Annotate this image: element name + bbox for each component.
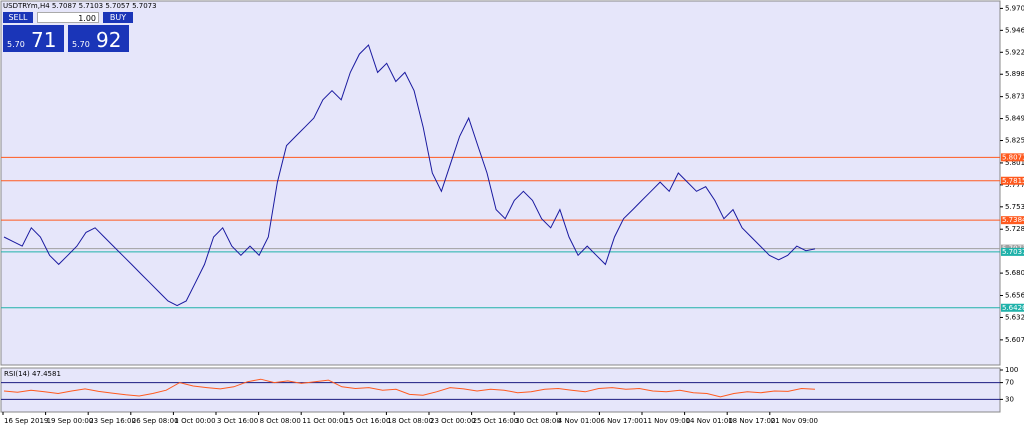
price-line <box>3 44 816 307</box>
level-tag <box>1001 176 1024 185</box>
x-tick-label: 18 Oct 08:00 <box>387 417 433 425</box>
x-tick-label: 23 Oct 00:00 <box>430 417 476 425</box>
x-tick-label: 21 Nov 09:00 <box>771 417 818 425</box>
x-tick-label: 6 Nov 17:00 <box>600 417 643 425</box>
y-tick-label: 5.7770 <box>1005 181 1024 189</box>
y-tick-label: 5.7530 <box>1005 203 1024 211</box>
level-label: 5.8071 <box>1002 153 1024 161</box>
price-line <box>3 378 816 398</box>
y-tick-label: 5.8010 <box>1005 159 1024 167</box>
y-tick-label: 5.9220 <box>1005 48 1024 56</box>
level-label: 5.7037 <box>1002 248 1024 256</box>
sell-label[interactable]: SELL <box>3 12 33 23</box>
x-tick-label: 3 Oct 16:00 <box>217 417 258 425</box>
y-tick-label: 5.8980 <box>1005 70 1024 78</box>
level-tag <box>1001 247 1024 256</box>
level-tag <box>1001 303 1024 312</box>
x-tick-label: 18 Nov 17:00 <box>728 417 775 425</box>
y-tick-label: 100 <box>1005 366 1018 374</box>
buy-button[interactable]: 5.70 92 <box>68 25 129 52</box>
buy-label[interactable]: BUY <box>103 12 133 23</box>
x-tick-label: 1 Oct 00:00 <box>174 417 215 425</box>
x-tick-label: 30 Oct 08:00 <box>515 417 561 425</box>
rsi-title: RSI(14) 47.4581 <box>4 370 61 378</box>
y-tick-label: 5.9700 <box>1005 4 1024 12</box>
x-tick-label: 26 Sep 08:00 <box>132 417 179 425</box>
buy-price-big: 92 <box>96 28 122 52</box>
buy-price-small: 5.70 <box>72 40 90 49</box>
sell-button[interactable]: 5.70 71 <box>3 25 64 52</box>
x-tick-label: 16 Sep 2019 <box>4 417 48 425</box>
x-tick-label: 4 Nov 01:00 <box>558 417 601 425</box>
symbol-info: USDTRYm,H4 5.7087 5.7103 5.7057 5.7073 <box>3 2 157 10</box>
x-tick-label: 15 Oct 16:00 <box>345 417 391 425</box>
sell-price-big: 71 <box>31 28 57 52</box>
lot-input[interactable]: 1.00 <box>37 12 99 23</box>
level-label: 5.6426 <box>1002 304 1024 312</box>
x-tick-label: 14 Nov 01:00 <box>686 417 733 425</box>
x-tick-label: 23 Sep 16:00 <box>89 417 136 425</box>
x-tick-label: 11 Oct 00:00 <box>302 417 348 425</box>
level-tag <box>1001 153 1024 162</box>
one-click-panel: SELL 1.00 BUY 5.70 71 5.70 92 <box>3 12 133 52</box>
y-tick-label: 5.6560 <box>1005 292 1024 300</box>
level-tag <box>1001 216 1024 225</box>
sell-price-small: 5.70 <box>7 40 25 49</box>
main-panel <box>0 0 1001 366</box>
x-tick-label: 8 Oct 08:00 <box>260 417 301 425</box>
x-tick-label: 19 Sep 00:00 <box>47 417 94 425</box>
x-tick-label: 11 Nov 09:00 <box>643 417 690 425</box>
y-tick-label: 5.9460 <box>1005 26 1024 34</box>
x-tick-label: 25 Oct 16:00 <box>473 417 519 425</box>
y-tick-label: 5.6320 <box>1005 313 1024 321</box>
y-tick-label: 70 <box>1005 379 1014 387</box>
y-tick-label: 30 <box>1005 395 1014 403</box>
level-label: 5.7384 <box>1002 216 1024 224</box>
